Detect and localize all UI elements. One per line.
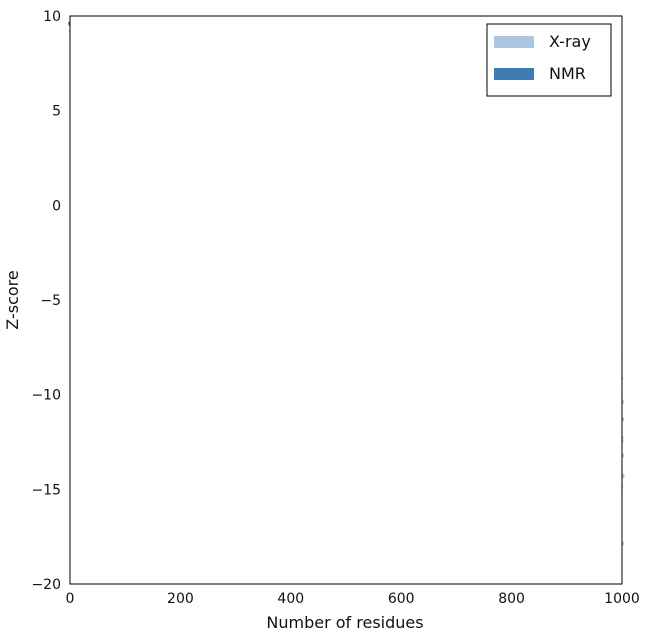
plot-layer: 0 200 400 600 800 1000 −20−15−10−50510 Number…: [3, 9, 640, 632]
